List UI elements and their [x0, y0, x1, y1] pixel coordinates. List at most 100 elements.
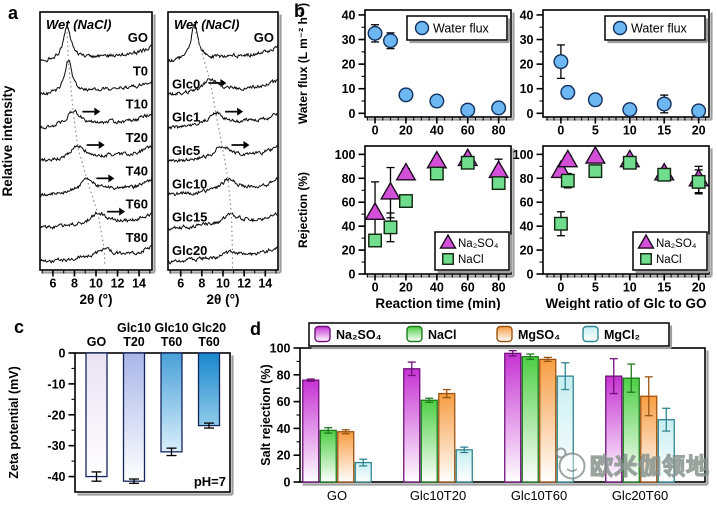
category-label: GO — [327, 488, 347, 503]
salt-bar-NaCl-Glc20T60 — [622, 377, 640, 483]
data-point-square — [560, 173, 575, 188]
y-tick-label: 30 — [342, 33, 356, 47]
data-point-triangle — [364, 201, 386, 220]
x-axis-label: 2θ (°) — [207, 292, 240, 307]
y-axis-label: Salt rejection (%) — [259, 364, 273, 465]
x-tick-label: 20 — [399, 124, 413, 138]
data-point-circle — [398, 87, 414, 103]
salt-bar-MgSO₄-GO — [337, 431, 355, 483]
curve-label: Glc15 — [172, 210, 207, 225]
curve-label: Glc1 — [172, 110, 200, 125]
x-tick-label: 80 — [492, 124, 506, 138]
category-label: Glc10T60 — [511, 488, 567, 503]
data-point-square — [383, 220, 398, 235]
x-tick-label: 0 — [557, 281, 564, 295]
data-point-circle — [460, 102, 476, 118]
salt-bar-NaCl-Glc10T20 — [420, 399, 438, 483]
data-point-square — [657, 167, 672, 182]
shift-arrow-head — [220, 79, 227, 87]
data-point-circle — [560, 84, 576, 100]
x-tick-label: 60 — [461, 124, 475, 138]
x-tick-label: 10 — [623, 281, 637, 295]
data-point-circle — [414, 20, 430, 36]
y-tick-label: 100 — [270, 342, 291, 356]
x-tick-label: 15 — [657, 124, 671, 138]
data-point-triangle — [637, 233, 655, 249]
curve-label: Glc5 — [172, 143, 200, 158]
x-axis-label: Weight ratio of Glc to GO — [546, 296, 707, 310]
y-tick-label: 10 — [520, 82, 534, 96]
y-tick-label: 0 — [349, 268, 356, 282]
x-tick-label: 5 — [592, 281, 599, 295]
legend-label: NaCl — [458, 254, 484, 266]
shift-arrow-head — [243, 141, 250, 149]
data-point-circle — [491, 100, 507, 116]
x-tick-label: 0 — [372, 281, 379, 295]
shift-arrow-head — [119, 207, 126, 216]
legend-swatch — [582, 325, 599, 343]
y-tick-label: 80 — [520, 172, 534, 186]
data-point-triangle — [379, 181, 402, 200]
shift-arrow-head — [94, 107, 101, 116]
x-tick-label: 14 — [258, 277, 272, 291]
panel-d-salt-rejection-chart: 0 20 40 60 80 100 Salt rejection (%) GO Glc10T20… — [259, 322, 709, 503]
curve-label: Glc20 — [172, 243, 207, 258]
salt-bar-MgSO₄-Glc10T20 — [438, 392, 456, 483]
category-label: Glc10T20 — [410, 488, 466, 503]
xrd-curve-Glc5 — [167, 145, 278, 163]
data-point-circle — [382, 33, 398, 49]
data-point-circle — [429, 93, 445, 109]
salt-bar-Na₂SO₄-Glc10T20 — [403, 368, 421, 483]
data-point-triangle — [439, 233, 457, 249]
x-tick-label: 5 — [592, 124, 599, 138]
xrd-curve-Glc10 — [167, 176, 279, 197]
legend-box — [308, 322, 670, 347]
peak-shift-guide — [66, 27, 106, 266]
y-axis-label: Rejection (%) — [296, 172, 310, 248]
x-tick-label: 6 — [49, 277, 56, 291]
zeta-bar-3 — [197, 352, 221, 427]
data-point-circle — [656, 96, 672, 112]
x-tick-label: 40 — [430, 124, 444, 138]
y-tick-label: 0 — [349, 107, 356, 121]
salt-bar-Na₂SO₄-Glc10T60 — [504, 352, 522, 483]
curve-label: T20 — [126, 130, 148, 145]
data-point-triangle — [395, 162, 417, 181]
y-tick-label: 20 — [520, 244, 534, 258]
x-tick-label: 14 — [132, 277, 146, 291]
curve-label: GO — [254, 30, 274, 45]
xrd-curve-T40 — [39, 177, 153, 198]
y-tick-label: 20 — [520, 58, 534, 72]
data-point-square — [622, 155, 637, 170]
data-point-square — [640, 253, 652, 265]
category-label: Glc20T60 — [612, 488, 668, 503]
category-label: Glc10 — [117, 321, 151, 335]
x-tick-label: 10 — [89, 277, 103, 291]
data-point-circle — [553, 54, 569, 70]
category-label: Glc20 — [192, 321, 226, 335]
legend-label: NaCl — [656, 254, 682, 266]
y-tick-label: -20 — [47, 408, 65, 422]
x-tick-label: 10 — [216, 277, 230, 291]
curve-label: Glc10 — [172, 176, 207, 191]
x-axis-label: 2θ (°) — [80, 292, 113, 307]
y-tick-label: -10 — [47, 377, 65, 391]
x-tick-label: 6 — [177, 277, 184, 291]
salt-bar-MgSO₄-Glc10T60 — [539, 358, 557, 483]
salt-bar-NaCl-Glc10T60 — [521, 356, 539, 483]
y-tick-label: 80 — [342, 172, 356, 186]
shift-arrow-head — [98, 141, 105, 149]
curve-label: T10 — [126, 97, 148, 112]
y-tick-label: 0 — [527, 268, 534, 282]
data-point-triangle — [584, 145, 606, 164]
data-point-circle — [612, 20, 628, 36]
legend-label: Na₂SO₄ — [336, 328, 382, 342]
salt-bar-MgCl₂-Glc10T20 — [455, 449, 473, 483]
y-tick-label: 80 — [277, 368, 291, 382]
data-point-square — [398, 194, 413, 208]
y-tick-label: 60 — [520, 196, 534, 210]
zeta-bar-0 — [85, 352, 108, 478]
panel-label-b: b — [294, 1, 305, 21]
